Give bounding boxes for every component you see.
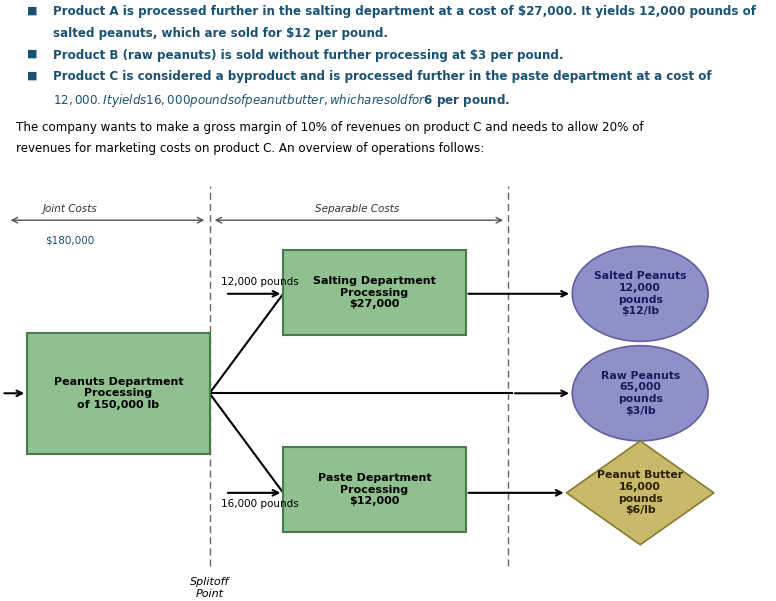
Text: Salted Peanuts
12,000
pounds
$12/lb: Salted Peanuts 12,000 pounds $12/lb [594,272,687,316]
Text: 12,000 pounds: 12,000 pounds [221,277,299,287]
Text: Peanuts Department
Processing
of 150,000 lb: Peanuts Department Processing of 150,000… [54,377,183,410]
Text: Product C is considered a byproduct and is processed further in the paste depart: Product C is considered a byproduct and … [53,70,712,84]
Text: Separable Costs: Separable Costs [315,204,399,214]
Text: Product B (raw peanuts) is sold without further processing at $3 per pound.: Product B (raw peanuts) is sold without … [53,49,563,62]
Text: ■: ■ [27,70,37,81]
Text: Raw Peanuts
65,000
pounds
$3/lb: Raw Peanuts 65,000 pounds $3/lb [601,371,680,416]
Text: Paste Department
Processing
$12,000: Paste Department Processing $12,000 [317,473,431,506]
Text: $12,000. It yields 16,000 pounds of peanut butter, which are sold for $6 per pou: $12,000. It yields 16,000 pounds of pean… [53,92,511,109]
Text: Joint Costs: Joint Costs [43,204,97,214]
Text: ■: ■ [27,5,37,16]
FancyBboxPatch shape [27,333,210,454]
Text: $180,000: $180,000 [45,236,95,245]
Text: Product A is processed further in the salting department at a cost of $27,000. I: Product A is processed further in the sa… [53,5,756,19]
Text: revenues for marketing costs on product C. An overview of operations follows:: revenues for marketing costs on product … [16,142,483,156]
Text: Splitoff
Point: Splitoff Point [190,577,229,599]
Text: ■: ■ [27,49,37,59]
Text: The company wants to make a gross margin of 10% of revenues on product C and nee: The company wants to make a gross margin… [16,121,643,134]
Ellipse shape [572,346,708,441]
Ellipse shape [572,246,708,341]
Text: Salting Department
Processing
$27,000: Salting Department Processing $27,000 [313,276,436,310]
Text: salted peanuts, which are sold for $12 per pound.: salted peanuts, which are sold for $12 p… [53,27,388,40]
Polygon shape [566,441,714,545]
FancyBboxPatch shape [283,251,466,335]
Text: 16,000 pounds: 16,000 pounds [221,499,299,509]
FancyBboxPatch shape [283,447,466,532]
Text: Peanut Butter
16,000
pounds
$6/lb: Peanut Butter 16,000 pounds $6/lb [598,471,683,515]
